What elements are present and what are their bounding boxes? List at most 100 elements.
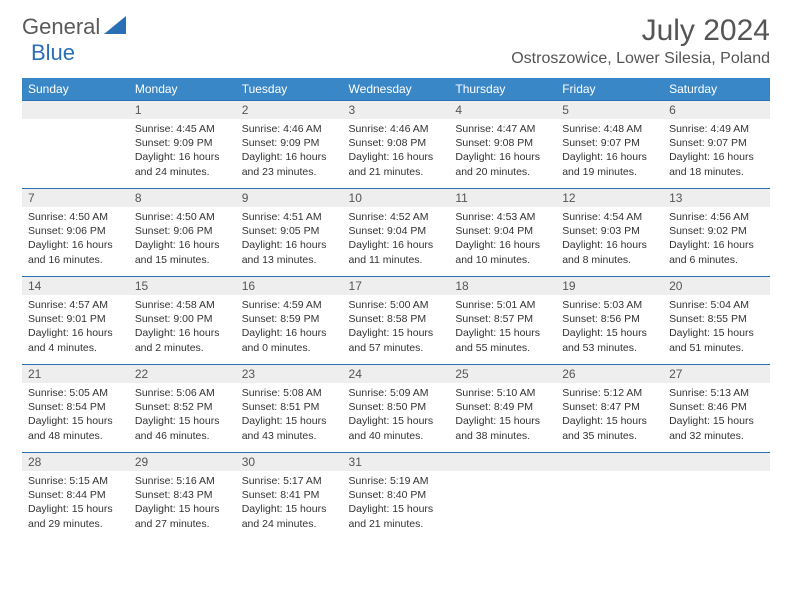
daylight-line1: Daylight: 15 hours (28, 414, 123, 428)
day-details: Sunrise: 4:46 AMSunset: 9:08 PMDaylight:… (343, 119, 450, 185)
day-number-bar: 28 (22, 452, 129, 471)
sunset-text: Sunset: 9:00 PM (135, 312, 230, 326)
sunset-text: Sunset: 8:51 PM (242, 400, 337, 414)
daylight-line2: and 27 minutes. (135, 517, 230, 531)
calendar-cell: 26Sunrise: 5:12 AMSunset: 8:47 PMDayligh… (556, 364, 663, 452)
sunset-text: Sunset: 9:03 PM (562, 224, 657, 238)
daylight-line1: Daylight: 15 hours (135, 502, 230, 516)
sunset-text: Sunset: 8:41 PM (242, 488, 337, 502)
calendar-cell: 5Sunrise: 4:48 AMSunset: 9:07 PMDaylight… (556, 100, 663, 188)
sunset-text: Sunset: 8:52 PM (135, 400, 230, 414)
page-container: General July 2024 Ostroszowice, Lower Si… (0, 0, 792, 554)
day-details: Sunrise: 4:54 AMSunset: 9:03 PMDaylight:… (556, 207, 663, 273)
day-details: Sunrise: 5:03 AMSunset: 8:56 PMDaylight:… (556, 295, 663, 361)
day-details: Sunrise: 4:53 AMSunset: 9:04 PMDaylight:… (449, 207, 556, 273)
header: General July 2024 Ostroszowice, Lower Si… (22, 14, 770, 68)
sunrise-text: Sunrise: 5:05 AM (28, 386, 123, 400)
sunset-text: Sunset: 8:50 PM (349, 400, 444, 414)
day-details: Sunrise: 5:01 AMSunset: 8:57 PMDaylight:… (449, 295, 556, 361)
daylight-line1: Daylight: 15 hours (28, 502, 123, 516)
day-details: Sunrise: 5:06 AMSunset: 8:52 PMDaylight:… (129, 383, 236, 449)
daylight-line2: and 23 minutes. (242, 165, 337, 179)
daylight-line2: and 8 minutes. (562, 253, 657, 267)
day-number-bar: 31 (343, 452, 450, 471)
sunrise-text: Sunrise: 4:47 AM (455, 122, 550, 136)
sunrise-text: Sunrise: 4:46 AM (349, 122, 444, 136)
day-details: Sunrise: 4:49 AMSunset: 9:07 PMDaylight:… (663, 119, 770, 185)
daylight-line2: and 4 minutes. (28, 341, 123, 355)
sunset-text: Sunset: 8:49 PM (455, 400, 550, 414)
sunrise-text: Sunrise: 5:09 AM (349, 386, 444, 400)
day-number-bar: 23 (236, 364, 343, 383)
sunset-text: Sunset: 9:02 PM (669, 224, 764, 238)
day-details: Sunrise: 4:52 AMSunset: 9:04 PMDaylight:… (343, 207, 450, 273)
daylight-line2: and 13 minutes. (242, 253, 337, 267)
sunrise-text: Sunrise: 5:19 AM (349, 474, 444, 488)
day-details: Sunrise: 5:09 AMSunset: 8:50 PMDaylight:… (343, 383, 450, 449)
sunrise-text: Sunrise: 5:10 AM (455, 386, 550, 400)
weekday-header: Thursday (449, 78, 556, 100)
brand-part2-wrap: Blue (32, 40, 75, 66)
daylight-line2: and 10 minutes. (455, 253, 550, 267)
day-details: Sunrise: 5:15 AMSunset: 8:44 PMDaylight:… (22, 471, 129, 537)
sunset-text: Sunset: 9:01 PM (28, 312, 123, 326)
day-number-bar: 2 (236, 100, 343, 119)
calendar-body: 1Sunrise: 4:45 AMSunset: 9:09 PMDaylight… (22, 100, 770, 540)
calendar-cell (556, 452, 663, 540)
daylight-line2: and 2 minutes. (135, 341, 230, 355)
day-details: Sunrise: 4:48 AMSunset: 9:07 PMDaylight:… (556, 119, 663, 185)
day-details: Sunrise: 4:59 AMSunset: 8:59 PMDaylight:… (236, 295, 343, 361)
sunset-text: Sunset: 9:07 PM (562, 136, 657, 150)
weekday-row: SundayMondayTuesdayWednesdayThursdayFrid… (22, 78, 770, 100)
day-number-bar (449, 452, 556, 471)
calendar-cell (449, 452, 556, 540)
calendar-cell: 19Sunrise: 5:03 AMSunset: 8:56 PMDayligh… (556, 276, 663, 364)
daylight-line1: Daylight: 16 hours (455, 150, 550, 164)
sunrise-text: Sunrise: 5:12 AM (562, 386, 657, 400)
daylight-line2: and 53 minutes. (562, 341, 657, 355)
daylight-line2: and 40 minutes. (349, 429, 444, 443)
calendar-week-row: 28Sunrise: 5:15 AMSunset: 8:44 PMDayligh… (22, 452, 770, 540)
daylight-line1: Daylight: 16 hours (135, 238, 230, 252)
sunrise-text: Sunrise: 4:49 AM (669, 122, 764, 136)
sunrise-text: Sunrise: 4:50 AM (135, 210, 230, 224)
calendar-week-row: 7Sunrise: 4:50 AMSunset: 9:06 PMDaylight… (22, 188, 770, 276)
calendar-cell: 13Sunrise: 4:56 AMSunset: 9:02 PMDayligh… (663, 188, 770, 276)
daylight-line2: and 21 minutes. (349, 517, 444, 531)
day-number-bar: 27 (663, 364, 770, 383)
day-number-bar: 10 (343, 188, 450, 207)
title-block: July 2024 Ostroszowice, Lower Silesia, P… (511, 14, 770, 68)
weekday-header: Monday (129, 78, 236, 100)
sunrise-text: Sunrise: 4:57 AM (28, 298, 123, 312)
sunset-text: Sunset: 9:07 PM (669, 136, 764, 150)
sunrise-text: Sunrise: 5:01 AM (455, 298, 550, 312)
sunset-text: Sunset: 9:06 PM (135, 224, 230, 238)
day-number-bar (556, 452, 663, 471)
day-details: Sunrise: 5:17 AMSunset: 8:41 PMDaylight:… (236, 471, 343, 537)
day-details: Sunrise: 5:08 AMSunset: 8:51 PMDaylight:… (236, 383, 343, 449)
day-number-bar: 18 (449, 276, 556, 295)
sunrise-text: Sunrise: 5:03 AM (562, 298, 657, 312)
daylight-line1: Daylight: 16 hours (242, 326, 337, 340)
calendar-cell: 12Sunrise: 4:54 AMSunset: 9:03 PMDayligh… (556, 188, 663, 276)
daylight-line1: Daylight: 15 hours (562, 414, 657, 428)
day-details: Sunrise: 5:05 AMSunset: 8:54 PMDaylight:… (22, 383, 129, 449)
daylight-line2: and 48 minutes. (28, 429, 123, 443)
day-details: Sunrise: 5:10 AMSunset: 8:49 PMDaylight:… (449, 383, 556, 449)
daylight-line2: and 46 minutes. (135, 429, 230, 443)
sunrise-text: Sunrise: 5:04 AM (669, 298, 764, 312)
sunrise-text: Sunrise: 4:48 AM (562, 122, 657, 136)
sunset-text: Sunset: 9:08 PM (455, 136, 550, 150)
day-number-bar: 4 (449, 100, 556, 119)
day-details: Sunrise: 5:00 AMSunset: 8:58 PMDaylight:… (343, 295, 450, 361)
sunset-text: Sunset: 9:04 PM (349, 224, 444, 238)
day-details: Sunrise: 5:13 AMSunset: 8:46 PMDaylight:… (663, 383, 770, 449)
daylight-line1: Daylight: 16 hours (28, 238, 123, 252)
daylight-line1: Daylight: 15 hours (242, 502, 337, 516)
day-number-bar: 12 (556, 188, 663, 207)
calendar-cell (22, 100, 129, 188)
day-number-bar: 19 (556, 276, 663, 295)
daylight-line1: Daylight: 15 hours (455, 414, 550, 428)
sunset-text: Sunset: 9:05 PM (242, 224, 337, 238)
daylight-line1: Daylight: 16 hours (349, 238, 444, 252)
